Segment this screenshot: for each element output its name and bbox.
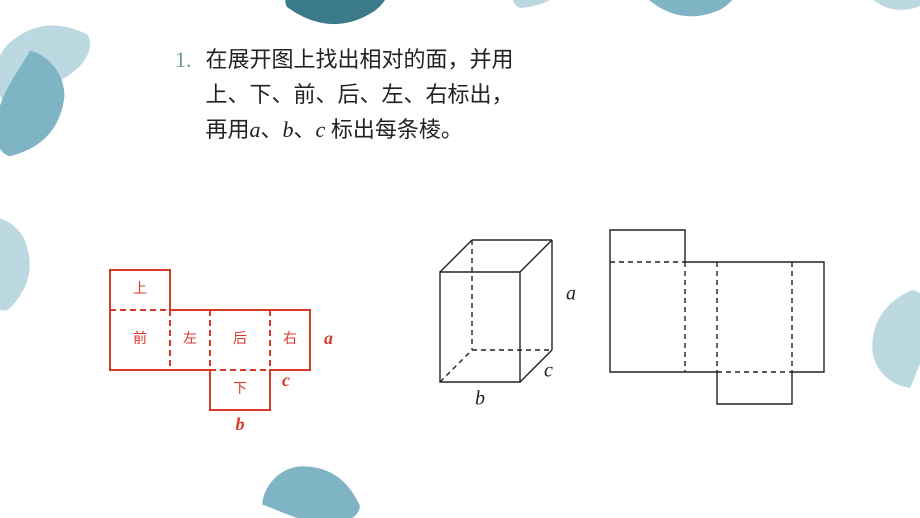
svg-text:左: 左 [183,331,197,347]
svg-text:a: a [566,283,576,305]
question-line2: 上、下、前、后、左、右标出， [206,77,514,112]
question-text: 在展开图上找出相对的面，并用 上、下、前、后、左、右标出， 再用a、b、c 标出… [206,42,514,148]
svg-text:b: b [475,388,485,410]
svg-text:a: a [324,328,333,348]
question: 1. 在展开图上找出相对的面，并用 上、下、前、后、左、右标出， 再用a、b、c… [175,42,514,148]
svg-text:c: c [544,360,553,382]
svg-text:后: 后 [233,331,247,347]
svg-text:前: 前 [133,330,147,347]
question-line3: 再用a、b、c 标出每条棱。 [206,112,514,147]
svg-text:右: 右 [283,331,297,347]
svg-text:b: b [236,414,245,434]
svg-text:上: 上 [133,281,147,297]
black-net [610,230,824,404]
red-net: 上前 左 后 右下 a b c [110,270,333,434]
svg-text:下: 下 [233,382,247,397]
question-line1: 在展开图上找出相对的面，并用 [206,42,514,77]
diagrams: 上前 左 后 右下 a b c a b c [0,200,920,518]
svg-text:c: c [282,370,290,390]
question-number: 1. [175,42,192,148]
cuboid-3d: a b c [440,240,576,410]
